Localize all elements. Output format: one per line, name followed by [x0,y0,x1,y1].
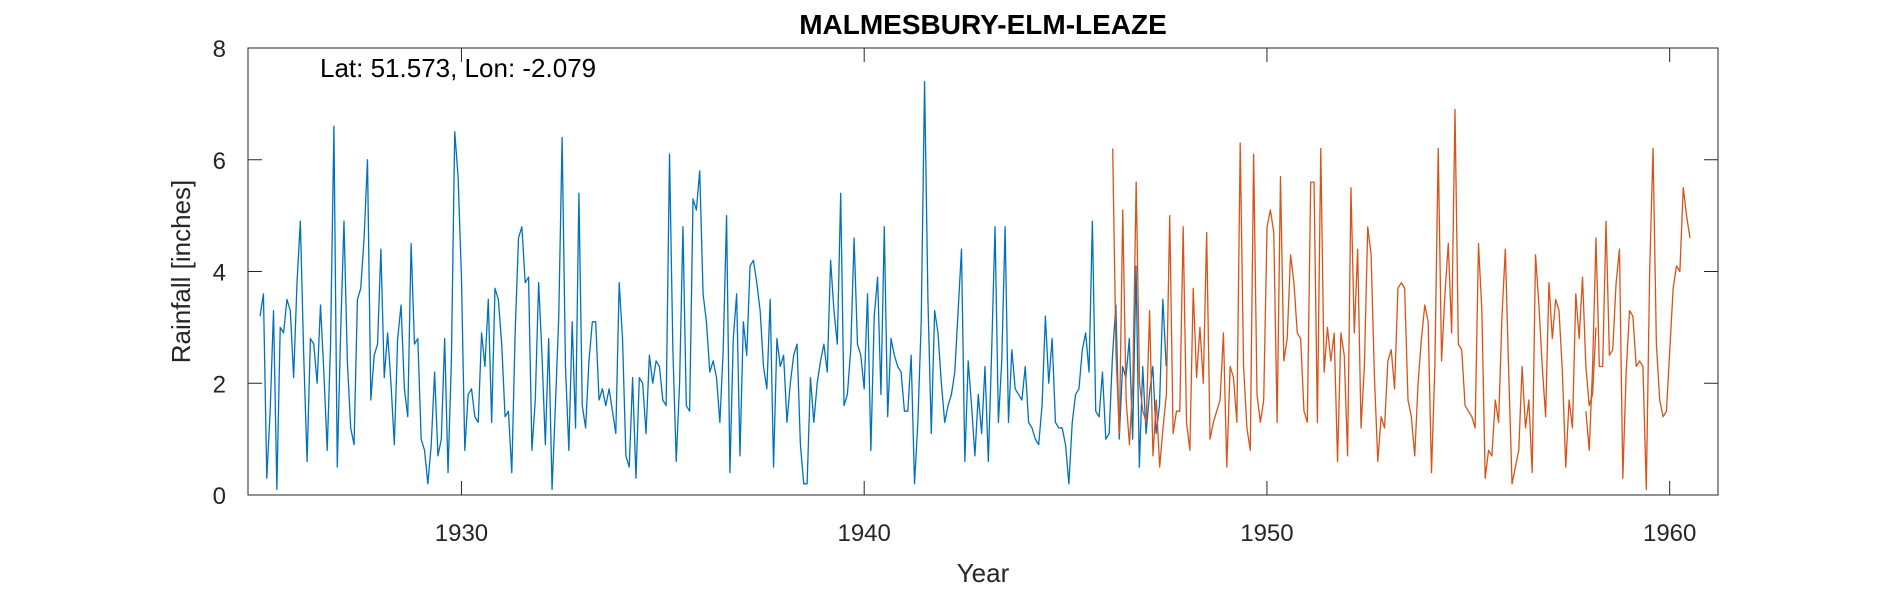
y-axis-ticks: 0 2 4 6 8 [213,36,1718,510]
location-annotation: Lat: 51.573, Lon: -2.079 [320,53,596,83]
plot-area-frame [247,47,1719,496]
x-tick-label: 1930 [435,520,488,547]
chart-title: MALMESBURY-ELM-LEAZE [799,9,1167,40]
x-tick-label: 1950 [1240,520,1293,547]
y-tick-label: 0 [213,483,226,510]
y-tick-label: 4 [213,260,226,287]
y-tick-label: 2 [213,371,226,398]
series-line-3 [1585,147,1691,491]
y-tick-label: 6 [213,148,226,175]
x-tick-label: 1960 [1643,520,1696,547]
y-tick-label: 8 [213,36,226,63]
x-axis-ticks: 1930 1940 1950 1960 [435,48,1696,547]
series-line-1 [259,80,1167,491]
series-lines [259,80,1691,491]
x-axis-label: Year [957,558,1010,588]
y-axis-label: Rainfall [inches] [166,180,196,364]
series-line-2 [1112,108,1597,485]
x-tick-label: 1940 [837,520,890,547]
